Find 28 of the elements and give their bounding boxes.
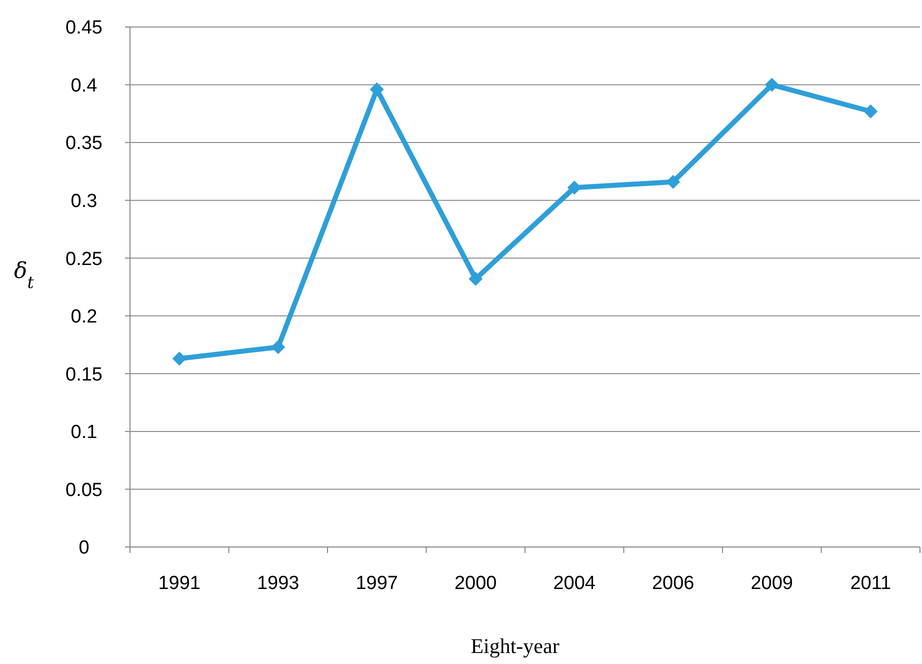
y-tick-label: 0.3 [70, 190, 98, 212]
point [666, 174, 680, 189]
x-tick-label: 2000 [454, 573, 497, 594]
y-tick-label: 0.35 [66, 133, 102, 154]
y-tick-label: 0.05 [66, 480, 102, 501]
x-tick-label: 2009 [750, 573, 794, 594]
x-tick-label: 2011 [850, 573, 892, 594]
x-tick-label: 2006 [652, 573, 694, 594]
y-tick-label: 0.15 [66, 364, 102, 386]
point [370, 82, 384, 96]
y-tick-label: 0.45 [66, 18, 102, 39]
point [567, 180, 582, 195]
x-tick-label: 1993 [256, 573, 300, 594]
x-axis-title: Eight-year [470, 634, 560, 658]
x-tick-label: 2004 [553, 573, 596, 594]
point [271, 340, 286, 354]
y-axis-title: δ$_{t}$ [14, 259, 34, 292]
y-tick-label: 0.2 [70, 306, 98, 328]
point [468, 272, 483, 286]
y-tick-label: 0 [78, 538, 90, 559]
y-tick-label: 0.25 [66, 248, 102, 270]
y-tick-label: 0.1 [70, 422, 98, 444]
x-tick-label: 1991 [158, 573, 201, 594]
point [764, 78, 779, 92]
point [172, 352, 186, 366]
y-tick-label: 0.4 [70, 75, 98, 96]
point [864, 104, 878, 118]
x-tick-label: 1997 [356, 573, 398, 594]
